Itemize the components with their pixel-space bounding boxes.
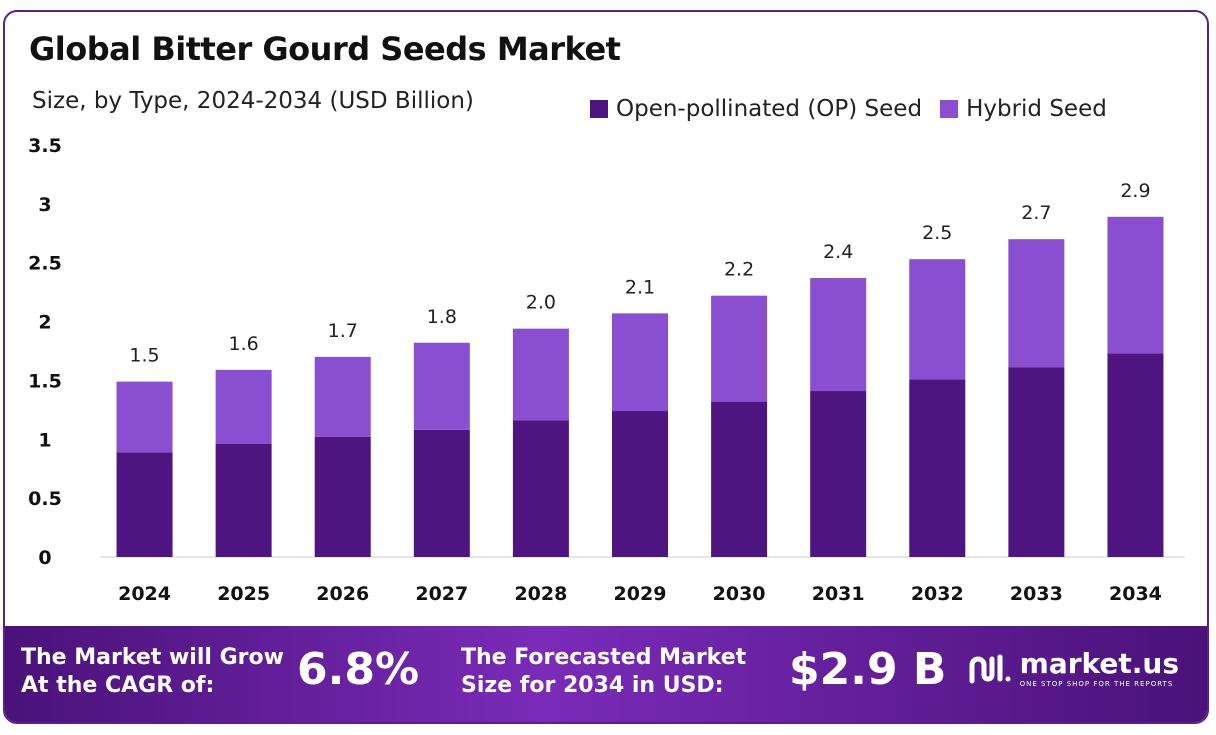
bar-segment-hybrid: [512, 328, 569, 421]
logo-tagline: ONE STOP SHOP FOR THE REPORTS: [1019, 680, 1174, 688]
bar-segment-hybrid: [314, 356, 371, 437]
bar-segment-hybrid: [1008, 239, 1065, 368]
x-tick-label: 2029: [614, 583, 667, 605]
bar-segment-hybrid: [711, 295, 768, 402]
bar-segment-hybrid: [413, 342, 470, 430]
bar-total-label: 1.5: [129, 345, 159, 367]
x-tick-label: 2030: [713, 583, 766, 605]
market-us-logo: market.us ONE STOP SHOP FOR THE REPORTS: [968, 650, 1179, 688]
bar-segment-op: [612, 411, 668, 557]
summary-banner: The Market will Grow At the CAGR of: 6.8…: [5, 626, 1207, 722]
x-tick-label: 2026: [316, 583, 369, 605]
x-tick-label: 2031: [812, 583, 865, 605]
forecast-label-line2: Size for 2034 in USD:: [461, 673, 724, 698]
bar-segment-op: [1008, 367, 1065, 557]
legend-item-op: Open-pollinated (OP) Seed: [590, 96, 922, 122]
chart-title: Global Bitter Gourd Seeds Market: [29, 30, 621, 68]
y-tick-label: 2.5: [28, 253, 62, 275]
logo-wordmark: market.us ONE STOP SHOP FOR THE REPORTS: [1019, 647, 1179, 689]
legend-item-hybrid: Hybrid Seed: [940, 96, 1107, 122]
y-tick-label: 3: [38, 194, 51, 216]
y-tick-label: 0: [38, 547, 51, 569]
x-tick-label: 2032: [911, 583, 964, 605]
forecast-label: The Forecasted Market Size for 2034 in U…: [461, 644, 746, 700]
bar-segment-op: [314, 436, 371, 557]
y-tick-label: 1.5: [28, 370, 62, 392]
bar-total-label: 2.7: [1021, 202, 1051, 224]
bar-segment-hybrid: [810, 278, 867, 392]
bar-segment-hybrid: [909, 259, 966, 380]
bar-total-label: 2.1: [625, 276, 655, 298]
bar-segment-hybrid: [1107, 216, 1164, 354]
bar-segment-op: [810, 391, 867, 557]
cagr-label-line1: The Market will Grow: [21, 645, 284, 670]
x-tick-label: 2024: [118, 583, 171, 605]
bar-segment-hybrid: [116, 381, 173, 453]
bar-total-label: 1.6: [229, 333, 259, 355]
legend-label-hybrid: Hybrid Seed: [966, 96, 1107, 122]
bar-segment-op: [413, 429, 470, 557]
bar-total-label: 1.7: [328, 320, 358, 342]
bar-total-label: 2.4: [823, 241, 853, 263]
y-tick-label: 0.5: [28, 488, 62, 510]
bar-segment-hybrid: [215, 369, 272, 444]
cagr-value: 6.8%: [297, 644, 420, 695]
bar-total-label: 1.8: [427, 306, 457, 328]
x-tick-label: 2027: [415, 583, 468, 605]
chart-subtitle: Size, by Type, 2024-2034 (USD Billion): [32, 88, 474, 114]
legend-swatch-op: [590, 100, 608, 118]
y-tick-label: 2: [38, 312, 51, 334]
bar-total-label: 2.0: [526, 292, 556, 314]
bar-segment-op: [711, 401, 768, 557]
x-tick-label: 2028: [514, 583, 567, 605]
forecast-value: $2.9 B: [789, 644, 947, 695]
forecast-label-line1: The Forecasted Market: [461, 645, 747, 670]
y-tick-label: 1: [38, 429, 51, 451]
bar-total-label: 2.5: [922, 222, 952, 244]
chart-frame: Global Bitter Gourd Seeds Market Size, b…: [3, 10, 1209, 724]
bar-total-label: 2.2: [724, 259, 754, 281]
bar-segment-op: [1107, 353, 1164, 557]
cagr-label-line2: At the CAGR of:: [21, 673, 215, 698]
bar-segment-op: [512, 420, 569, 557]
y-tick-label: 3.5: [28, 135, 62, 157]
x-tick-label: 2034: [1109, 583, 1162, 605]
legend-swatch-hybrid: [940, 100, 959, 118]
legend: Open-pollinated (OP) Seed Hybrid Seed: [590, 96, 1115, 122]
bar-segment-op: [909, 379, 966, 557]
cagr-label: The Market will Grow At the CAGR of:: [21, 644, 284, 700]
logo-text: market.us: [1019, 647, 1179, 680]
bar-total-label: 2.9: [1120, 180, 1150, 202]
bar-segment-hybrid: [612, 313, 668, 412]
market-us-logo-icon: [969, 654, 1011, 684]
bar-chart: 0 0.5 1 1.5 2 2.5 3 3.5 1.5 2024 1.6 2025 1.7 2026 1.8…: [28, 135, 1185, 605]
legend-label-op: Open-pollinated (OP) Seed: [616, 96, 923, 122]
x-tick-label: 2025: [217, 583, 270, 605]
bar-segment-op: [215, 443, 272, 557]
x-tick-label: 2033: [1010, 583, 1063, 605]
bar-segment-op: [116, 452, 173, 557]
